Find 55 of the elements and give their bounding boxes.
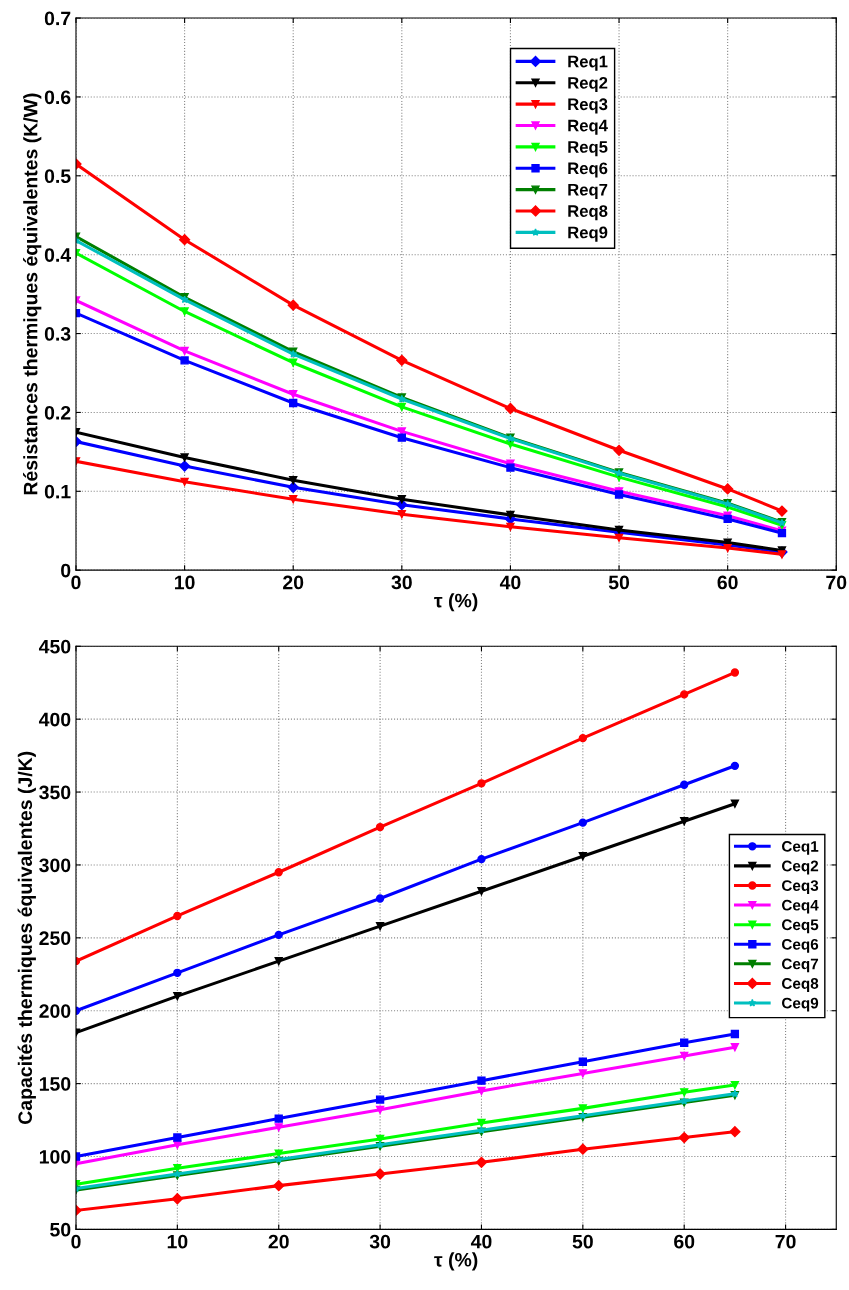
legend-label: Ceq6	[781, 938, 819, 953]
legend-label: Req9	[568, 226, 608, 242]
legend-label: Ceq1	[781, 840, 819, 855]
y-tick-label: 0.7	[44, 11, 71, 26]
legend-label: Req7	[568, 183, 608, 199]
y-tick-label: 0.4	[44, 248, 72, 262]
x-tick-label: 10	[175, 575, 195, 590]
y-tick-label: 400	[38, 712, 71, 727]
x-tick-label: 60	[717, 575, 738, 590]
legend-label: Req4	[568, 119, 608, 135]
legend-label: Ceq7	[781, 958, 819, 973]
y-axis-title: Résistances thermiques équivalentes (K/W)	[23, 93, 42, 495]
y-tick-label: 0	[61, 563, 71, 578]
legend-label: Req5	[568, 141, 608, 157]
x-tick-label: 70	[826, 575, 847, 590]
legend-label: Req6	[568, 162, 608, 178]
x-tick-label: 40	[470, 1234, 492, 1249]
legend-label: Ceq5	[781, 919, 819, 934]
legend-label: Req1	[568, 55, 608, 71]
y-tick-label: 0.1	[44, 484, 71, 499]
legend-label: Ceq4	[781, 899, 819, 914]
y-tick-label: 200	[39, 1004, 71, 1018]
y-tick-label: 350	[39, 785, 71, 800]
x-tick-label: 60	[674, 1234, 695, 1249]
y-tick-label: 150	[39, 1077, 71, 1091]
legend-label: Req2	[568, 76, 608, 93]
x-axis-title: τ (%)	[434, 593, 478, 612]
y-axis-title: Capacités thermiques équivalentes (J/K)	[17, 751, 36, 1124]
x-tick-label: 10	[167, 1234, 188, 1249]
x-tick-label: 20	[283, 575, 304, 590]
y-tick-label: 250	[39, 931, 71, 946]
y-tick-label: 300	[39, 858, 71, 873]
x-axis-title: τ (%)	[434, 1252, 478, 1271]
x-tick-label: 40	[499, 575, 521, 590]
y-tick-label: 50	[50, 1222, 71, 1237]
x-tick-label: 30	[391, 575, 412, 590]
legend-label: Req3	[568, 98, 608, 114]
y-tick-label: 0.3	[44, 327, 71, 341]
x-tick-label: 0	[71, 1234, 81, 1249]
x-tick-label: 20	[268, 1234, 289, 1249]
legend-label: Ceq8	[781, 978, 819, 992]
legend-label: Req8	[568, 205, 608, 221]
y-tick-label: 0.5	[44, 169, 71, 184]
x-tick-label: 50	[608, 575, 630, 590]
y-tick-label: 0.2	[44, 405, 71, 420]
legend-label: Ceq3	[781, 880, 819, 895]
x-tick-label: 0	[71, 575, 81, 590]
x-tick-label: 70	[775, 1234, 796, 1249]
y-tick-label: 100	[39, 1149, 71, 1164]
legend-label: Ceq2	[781, 860, 819, 875]
y-tick-label: 0.6	[44, 90, 71, 105]
x-tick-label: 50	[572, 1234, 593, 1249]
legend-label: Ceq9	[781, 997, 819, 1012]
y-tick-label: 450	[38, 639, 71, 654]
x-tick-label: 30	[369, 1234, 391, 1249]
